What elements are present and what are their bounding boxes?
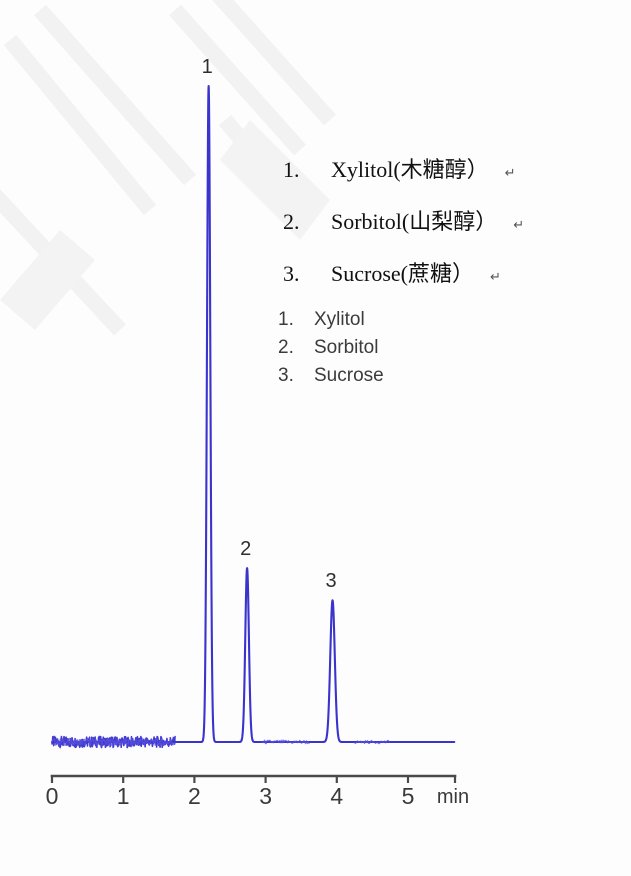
- compound-list-item: 3. Sucrose(蔗糖） ↵: [283, 256, 524, 308]
- paragraph-mark-icon: ↵: [504, 165, 516, 180]
- compound-name: Sorbitol(山梨醇）: [331, 209, 498, 234]
- x-axis: [50, 774, 457, 783]
- axis-tick-label-2: 2: [187, 783, 201, 809]
- legend-label: Sorbitol: [314, 337, 379, 358]
- compound-name: Xylitol(木糖醇）: [331, 157, 489, 182]
- legend-item: 3. Sucrose: [278, 365, 384, 393]
- paragraph-mark-icon: ↵: [513, 217, 525, 232]
- axis-tick-label-4: 4: [330, 783, 344, 809]
- peak-label-3: 3: [325, 570, 337, 593]
- legend-index: 2.: [278, 337, 294, 358]
- signal-trace: [50, 84, 456, 749]
- axis-unit-label: min: [436, 786, 470, 808]
- compound-list-item: 1. Xylitol(木糖醇） ↵: [283, 152, 524, 204]
- chart-legend: 1. Xylitol 2. Sorbitol 3. Sucrose: [278, 309, 384, 393]
- legend-item: 1. Xylitol: [278, 309, 384, 337]
- compound-index: 2.: [283, 209, 300, 234]
- peak-label-2: 2: [240, 538, 252, 561]
- paragraph-mark-icon: ↵: [489, 269, 501, 284]
- compound-name: Sucrose(蔗糖）: [331, 261, 474, 286]
- compound-index: 3.: [283, 261, 300, 286]
- legend-label: Sucrose: [314, 365, 384, 386]
- axis-tick-label-3: 3: [259, 783, 272, 809]
- legend-index: 3.: [278, 365, 294, 386]
- axis-tick-label-0: 0: [45, 783, 59, 809]
- compound-index: 1.: [283, 157, 300, 182]
- legend-item: 2. Sorbitol: [278, 337, 384, 365]
- axis-tick-label-1: 1: [116, 783, 130, 809]
- compound-list: 1. Xylitol(木糖醇） ↵ 2. Sorbitol(山梨醇） ↵ 3. …: [283, 152, 524, 308]
- compound-list-item: 2. Sorbitol(山梨醇） ↵: [283, 204, 524, 256]
- legend-index: 1.: [278, 309, 294, 330]
- axis-tick-label-5: 5: [401, 783, 415, 809]
- peak-label-1: 1: [201, 56, 213, 78]
- legend-label: Xylitol: [314, 309, 365, 330]
